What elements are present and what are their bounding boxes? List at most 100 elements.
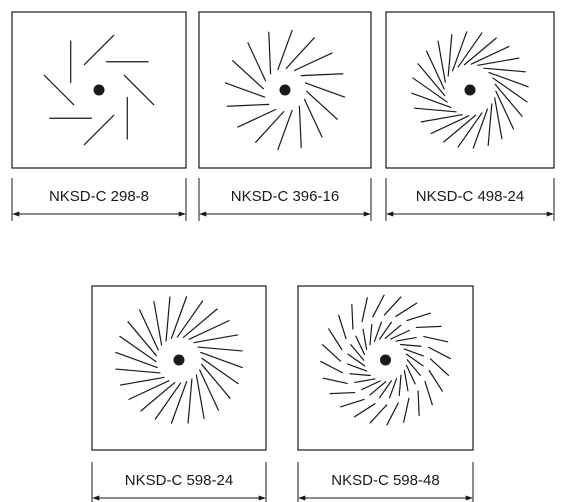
slot-line [328,328,343,351]
slot-line [354,378,376,384]
center-dot [93,84,105,96]
slot-line [494,97,503,140]
slot-line [170,381,188,424]
slot-line [457,112,483,148]
slot-line [182,308,218,338]
slot-line [477,57,520,66]
slot-line [390,329,410,340]
slot-line [347,363,368,372]
slot-line [403,370,409,392]
slot-line [306,90,338,120]
center-dot [464,84,476,96]
diffuser-label: NKSD-C 498-24 [416,188,524,205]
slot-line [495,90,515,130]
slot-line [322,377,348,385]
slot-line [127,321,157,357]
slot-line [140,382,176,412]
slot-line [406,312,431,322]
slot-line [427,346,451,360]
slot-line [472,108,489,149]
slot-line [429,358,450,376]
slot-line [115,351,158,369]
slot-line [277,109,293,151]
slot-line [153,300,163,346]
slot-line [398,374,402,397]
slot-line [170,296,188,339]
center-dot [279,84,291,96]
slot-line [415,325,442,329]
slot-line [372,294,385,318]
slot-line [351,304,354,330]
slot-line [201,363,231,399]
slot-line [139,309,159,351]
slot-line [43,74,75,106]
slot-line [369,381,387,396]
slot-line [430,115,470,135]
slot-line [128,380,170,400]
slot-line [321,344,342,362]
slot-line [83,114,115,146]
slot-line [83,34,115,66]
diffuser-panel: NKSD-C 396-16 [198,11,372,221]
slot-line [403,348,424,357]
slot-line [119,335,157,363]
slot-line [411,92,452,109]
slot-line [395,336,417,342]
slot-line [298,105,302,149]
slot-line [362,328,368,350]
slot-line [405,353,424,367]
slot-line [123,74,155,106]
slot-line [303,98,323,138]
slot-line [417,63,446,97]
slot-line [193,334,239,344]
slot-line [361,297,368,323]
diffuser-panel: NKSD-C 298-8 [11,11,187,221]
slot-line [277,29,293,71]
slot-line [353,403,376,418]
slot-line [373,321,383,342]
diffuser-label: NKSD-C 298-8 [49,188,149,205]
diffuser-face [91,285,267,451]
diffuser-label: NKSD-C 598-48 [331,472,439,489]
slot-line [165,296,171,342]
slot-line [383,296,402,316]
slot-line [154,382,182,420]
slot-line [412,77,448,103]
diffuser-face [198,11,372,169]
slot-line [226,103,270,107]
slot-line [187,378,193,424]
slot-line [320,360,344,374]
slot-line [417,390,420,416]
slot-line [361,380,381,391]
center-dot [380,354,391,366]
slot-line [119,376,165,386]
slot-line [395,302,418,317]
slot-line [463,37,497,66]
slot-line [197,346,243,352]
slot-line [369,404,388,424]
slot-line [443,114,477,143]
slot-line [237,108,277,128]
slot-line [470,45,510,65]
slot-line [350,344,365,361]
slot-line [420,114,463,123]
slot-line [400,343,422,347]
slot-line [388,378,398,399]
slot-line [406,359,421,376]
diffuser-label: NKSD-C 396-16 [231,188,339,205]
slot-line [425,50,445,90]
slot-line [384,324,402,339]
slot-line [457,32,483,68]
slot-line [379,380,392,399]
slot-line [285,37,315,69]
slot-line [487,103,493,146]
slot-line [403,397,410,423]
slot-line [340,398,365,408]
slot-line [293,52,333,72]
slot-line [451,31,468,72]
diffuser-face [385,11,555,169]
slot-line [405,364,416,385]
diffuser-face [297,285,474,451]
slot-line [255,111,285,143]
